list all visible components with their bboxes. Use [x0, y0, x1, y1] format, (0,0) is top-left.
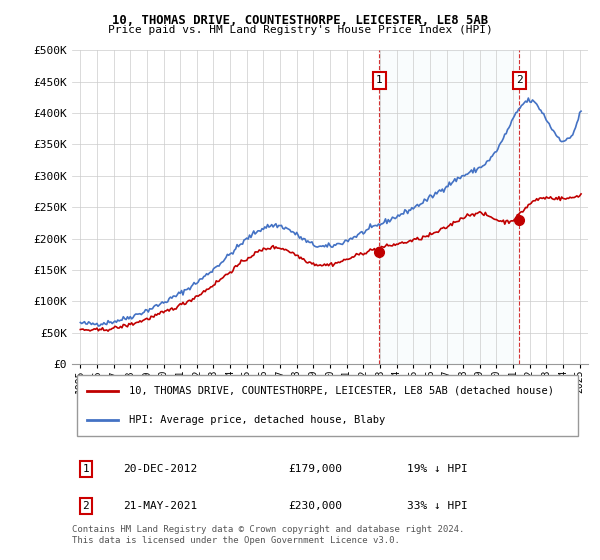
- Text: Price paid vs. HM Land Registry's House Price Index (HPI): Price paid vs. HM Land Registry's House …: [107, 25, 493, 35]
- Text: £179,000: £179,000: [289, 464, 343, 474]
- Text: 19% ↓ HPI: 19% ↓ HPI: [407, 464, 468, 474]
- Text: 2: 2: [82, 501, 89, 511]
- Bar: [379, 50, 520, 364]
- Text: 10, THOMAS DRIVE, COUNTESTHORPE, LEICESTER, LE8 5AB: 10, THOMAS DRIVE, COUNTESTHORPE, LEICEST…: [112, 14, 488, 27]
- Text: £230,000: £230,000: [289, 501, 343, 511]
- Text: HPI: Average price, detached house, Blaby: HPI: Average price, detached house, Blab…: [129, 415, 385, 424]
- Text: 1: 1: [82, 464, 89, 474]
- Text: 21-MAY-2021: 21-MAY-2021: [124, 501, 198, 511]
- Text: 33% ↓ HPI: 33% ↓ HPI: [407, 501, 468, 511]
- Text: 10, THOMAS DRIVE, COUNTESTHORPE, LEICESTER, LE8 5AB (detached house): 10, THOMAS DRIVE, COUNTESTHORPE, LEICEST…: [129, 385, 554, 395]
- Text: 20-DEC-2012: 20-DEC-2012: [124, 464, 198, 474]
- Text: 1: 1: [376, 75, 383, 85]
- FancyBboxPatch shape: [77, 375, 578, 436]
- Text: 2: 2: [516, 75, 523, 85]
- Text: Contains HM Land Registry data © Crown copyright and database right 2024.
This d: Contains HM Land Registry data © Crown c…: [72, 525, 464, 545]
